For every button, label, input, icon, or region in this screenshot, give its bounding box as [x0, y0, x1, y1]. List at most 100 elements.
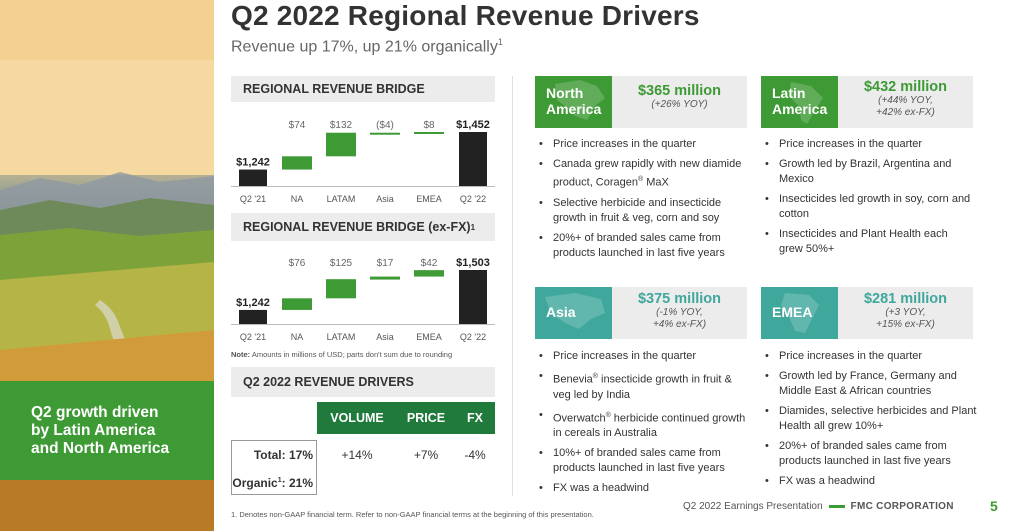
subtitle-text: Revenue up 17%, up 21% organically	[231, 38, 498, 56]
bridge-tick-label-4: EMEA	[416, 194, 442, 204]
bridge-fx-tick-label-3: Asia	[376, 332, 394, 342]
asia-bullets: Price increases in the quarter Benevia® …	[535, 349, 747, 501]
asia-map-icon	[545, 293, 605, 329]
region-value-box: $375 million (-1% YOY, +4% ex-FX)	[612, 287, 747, 339]
bridge-fx-data-label-1: $76	[289, 258, 306, 269]
bridge-bar-4	[414, 132, 444, 134]
latin-america-map-icon	[789, 82, 823, 124]
region-name: EMEA	[772, 304, 813, 320]
chart-note: Note: Amounts in millions of USD; parts …	[231, 350, 452, 359]
region-growth: (+26% YOY)	[651, 99, 708, 110]
bridge-bar-1	[282, 156, 312, 170]
page-subtitle: Revenue up 17%, up 21% organically1	[231, 37, 503, 56]
list-item: Price increases in the quarter	[535, 137, 747, 152]
field-landscape-illustration	[0, 0, 214, 531]
callout-box: Q2 growth driven by Latin America and No…	[0, 381, 214, 480]
region-card-emea: EMEA $281 million (+3 YOY, +15% ex-FX)	[761, 287, 973, 339]
list-item: FX was a headwind	[535, 481, 747, 496]
list-item: 20%+ of branded sales came from products…	[761, 439, 981, 469]
list-item: Selective herbicide and insecticide grow…	[535, 196, 747, 226]
revenue-bridge-fx-chart: $1,242 Q2 '21 $76 NA $125 LATAM $17 Asia $42 EMEA…	[231, 246, 495, 346]
bridge-fx-bar-5	[459, 270, 487, 324]
bridge-fx-tick-label-0: Q2 '21	[240, 332, 266, 342]
bridge-fx-bar-2	[326, 279, 356, 299]
bridge-fx-tick-label-2: LATAM	[327, 332, 356, 342]
list-item: Growth led by France, Germany and Middle…	[761, 369, 981, 399]
column-price: PRICE	[406, 411, 446, 425]
bridge-fx-data-label-5: $1,503	[456, 257, 490, 269]
bridge-data-label-0: $1,242	[236, 157, 270, 169]
bridge-tick-label-2: LATAM	[327, 194, 356, 204]
bridge-heading-text: REGIONAL REVENUE BRIDGE	[243, 82, 425, 96]
list-item: Price increases in the quarter	[535, 349, 747, 364]
region-name: Asia	[546, 304, 576, 320]
bridge-fx-data-label-2: $125	[330, 258, 353, 269]
region-name: North America	[546, 85, 602, 117]
bridge-tick-label-3: Asia	[376, 194, 394, 204]
revenue-bridge-svg: $1,242 Q2 '21 $74 NA $132 LATAM ($4) Asia $8 EMEA…	[231, 119, 495, 204]
bridge-fx-data-label-0: $1,242	[236, 297, 270, 309]
list-item: Insecticides and Plant Health each grew …	[761, 227, 973, 257]
revenue-bridge-fx-svg: $1,242 Q2 '21 $76 NA $125 LATAM $17 Asia $42 EMEA…	[231, 257, 495, 342]
bridge-fx-heading-text: REGIONAL REVENUE BRIDGE (ex-FX)	[243, 220, 471, 234]
bridge-bar-5	[459, 132, 487, 186]
bridge-fx-tick-label-4: EMEA	[416, 332, 442, 342]
presentation-name: Q2 2022 Earnings Presentation	[683, 501, 823, 512]
column-fx: FX	[467, 411, 483, 425]
total-label: Total: 17%	[231, 448, 317, 462]
price-value: +7%	[413, 448, 439, 462]
hero-image	[0, 0, 214, 531]
list-item: Canada grew rapidly with new diamide pro…	[535, 157, 747, 191]
list-item: Diamides, selective herbicides and Plant…	[761, 404, 981, 434]
note-label: Note:	[231, 350, 251, 359]
bridge-bar-3	[370, 132, 400, 135]
region-growth: (+3 YOY, +15% ex-FX)	[876, 307, 935, 330]
bridge-fx-tick-label-1: NA	[291, 332, 304, 342]
organic-label: Organic1: 21%	[231, 476, 317, 490]
totals-box	[231, 440, 317, 495]
region-name-box: North America	[535, 76, 612, 128]
organic-value: : 21%	[281, 476, 313, 490]
region-card-latin-america: Latin America $432 million (+44% YOY, +4…	[761, 76, 973, 128]
revenue-bridge-chart: $1,242 Q2 '21 $74 NA $132 LATAM ($4) Asia $8 EMEA…	[231, 108, 495, 208]
bridge-fx-bar-1	[282, 298, 312, 310]
list-item: Overwatch® herbicide continued growth in…	[535, 408, 747, 442]
region-card-north-america: North America $365 million (+26% YOY)	[535, 76, 747, 128]
north-america-map-icon	[555, 80, 605, 120]
bridge-tick-label-0: Q2 '21	[240, 194, 266, 204]
bridge-tick-label-5: Q2 '22	[460, 194, 486, 204]
bridge-fx-heading: REGIONAL REVENUE BRIDGE (ex-FX) 1	[231, 213, 495, 241]
organic-footnote-marker: 1	[277, 477, 282, 484]
bridge-fx-bar-4	[414, 270, 444, 277]
list-item: Benevia® insecticide growth in fruit & v…	[535, 369, 747, 403]
region-revenue: $375 million	[637, 291, 721, 307]
note-text: Amounts in millions of USD; parts don't …	[250, 350, 453, 359]
subtitle-footnote-marker: 1	[497, 37, 503, 47]
bridge-fx-bar-3	[370, 276, 400, 280]
drivers-heading-text: Q2 2022 REVENUE DRIVERS	[243, 375, 414, 389]
region-revenue: $432 million	[863, 79, 947, 95]
fx-value: -4%	[464, 448, 486, 462]
bridge-fx-data-label-4: $42	[421, 258, 438, 269]
bridge-data-label-5: $1,452	[456, 119, 490, 131]
region-revenue: $281 million	[863, 291, 947, 307]
bridge-data-label-1: $74	[289, 120, 306, 131]
region-growth: (-1% YOY, +4% ex-FX)	[652, 307, 707, 330]
region-name-box: Asia	[535, 287, 612, 339]
bridge-data-label-2: $132	[330, 120, 353, 131]
list-item: Growth led by Brazil, Argentina and Mexi…	[761, 157, 973, 187]
footer-accent-line	[828, 505, 845, 508]
north-america-bullets: Price increases in the quarter Canada gr…	[535, 137, 747, 266]
bridge-fx-bar-0	[239, 309, 267, 324]
latin-america-bullets: Price increases in the quarter Growth le…	[761, 137, 973, 262]
bridge-data-label-3: ($4)	[376, 120, 394, 131]
footnote: 1. Denotes non-GAAP financial term. Refe…	[231, 510, 594, 519]
region-value-box: $365 million (+26% YOY)	[612, 76, 747, 128]
drivers-column-header: VOLUME PRICE FX	[317, 402, 495, 434]
region-value-box: $432 million (+44% YOY, +42% ex-FX)	[838, 76, 973, 128]
total-value: 17%	[288, 448, 313, 462]
bridge-fx-tick-label-5: Q2 '22	[460, 332, 486, 342]
region-name-box: Latin America	[761, 76, 838, 128]
region-growth: (+44% YOY, +42% ex-FX)	[876, 95, 935, 118]
bridge-fx-data-label-3: $17	[377, 258, 394, 269]
